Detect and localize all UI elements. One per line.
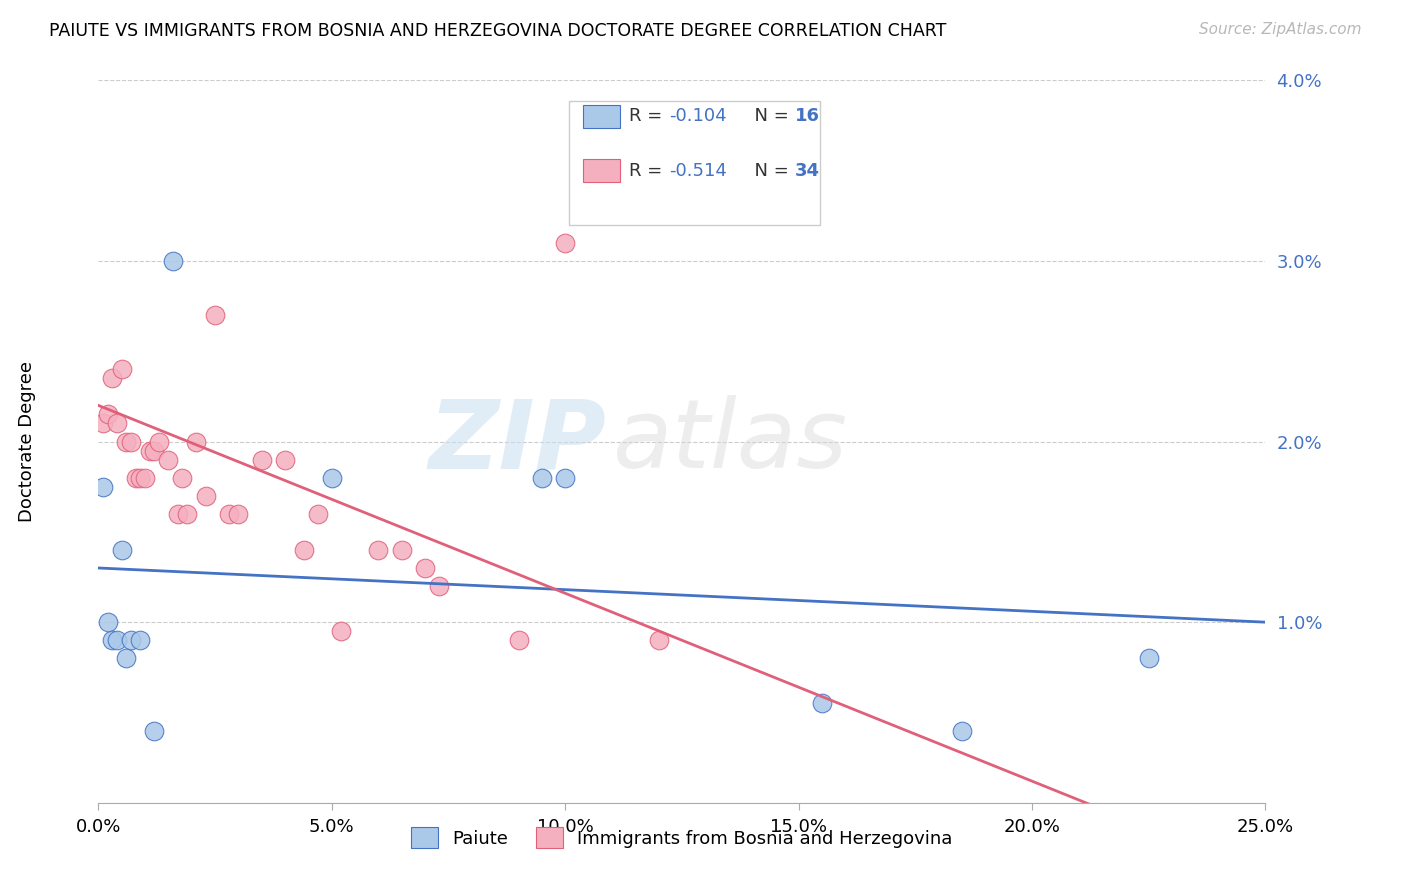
Point — [129, 471, 152, 485]
Point — [530, 471, 553, 485]
Point — [554, 471, 576, 485]
Point — [218, 507, 240, 521]
Point — [134, 471, 156, 485]
Point — [148, 434, 170, 449]
Point — [321, 471, 343, 485]
Text: -0.514: -0.514 — [669, 161, 727, 179]
Text: 34: 34 — [796, 161, 820, 179]
Point — [162, 253, 184, 268]
Point — [427, 579, 450, 593]
FancyBboxPatch shape — [568, 101, 820, 225]
FancyBboxPatch shape — [582, 159, 620, 182]
Point — [204, 308, 226, 322]
Point — [91, 417, 114, 431]
Point — [143, 723, 166, 738]
Point — [194, 489, 217, 503]
Text: 16: 16 — [796, 107, 820, 126]
Point — [413, 561, 436, 575]
Text: N =: N = — [742, 107, 794, 126]
Point — [111, 542, 134, 557]
Point — [115, 651, 138, 665]
Legend: Paiute, Immigrants from Bosnia and Herzegovina: Paiute, Immigrants from Bosnia and Herze… — [404, 820, 960, 855]
Point — [97, 615, 120, 630]
Text: ZIP: ZIP — [429, 395, 606, 488]
Point — [129, 633, 152, 648]
Text: R =: R = — [630, 107, 668, 126]
Point — [811, 697, 834, 711]
Point — [330, 624, 353, 639]
Point — [307, 507, 329, 521]
Point — [120, 434, 142, 449]
Point — [274, 452, 297, 467]
Point — [120, 633, 142, 648]
Point — [950, 723, 973, 738]
Point — [166, 507, 188, 521]
Point — [554, 235, 576, 250]
Text: -0.104: -0.104 — [669, 107, 727, 126]
Point — [292, 542, 315, 557]
Point — [139, 443, 162, 458]
Point — [647, 633, 669, 648]
Point — [228, 507, 250, 521]
Point — [101, 371, 124, 385]
Point — [250, 452, 273, 467]
Point — [186, 434, 208, 449]
Point — [125, 471, 148, 485]
Y-axis label: Doctorate Degree: Doctorate Degree — [18, 361, 37, 522]
Point — [172, 471, 194, 485]
Point — [143, 443, 166, 458]
Point — [105, 417, 128, 431]
Point — [176, 507, 198, 521]
Text: atlas: atlas — [612, 395, 846, 488]
Point — [1137, 651, 1160, 665]
Point — [97, 408, 120, 422]
Point — [101, 633, 124, 648]
Text: N =: N = — [742, 161, 794, 179]
Text: Source: ZipAtlas.com: Source: ZipAtlas.com — [1198, 22, 1361, 37]
Point — [367, 542, 389, 557]
Text: PAIUTE VS IMMIGRANTS FROM BOSNIA AND HERZEGOVINA DOCTORATE DEGREE CORRELATION CH: PAIUTE VS IMMIGRANTS FROM BOSNIA AND HER… — [49, 22, 946, 40]
Point — [105, 633, 128, 648]
FancyBboxPatch shape — [582, 105, 620, 128]
Point — [91, 480, 114, 494]
Point — [508, 633, 530, 648]
Point — [111, 362, 134, 376]
Point — [391, 542, 413, 557]
Text: R =: R = — [630, 161, 668, 179]
Point — [157, 452, 180, 467]
Point — [115, 434, 138, 449]
